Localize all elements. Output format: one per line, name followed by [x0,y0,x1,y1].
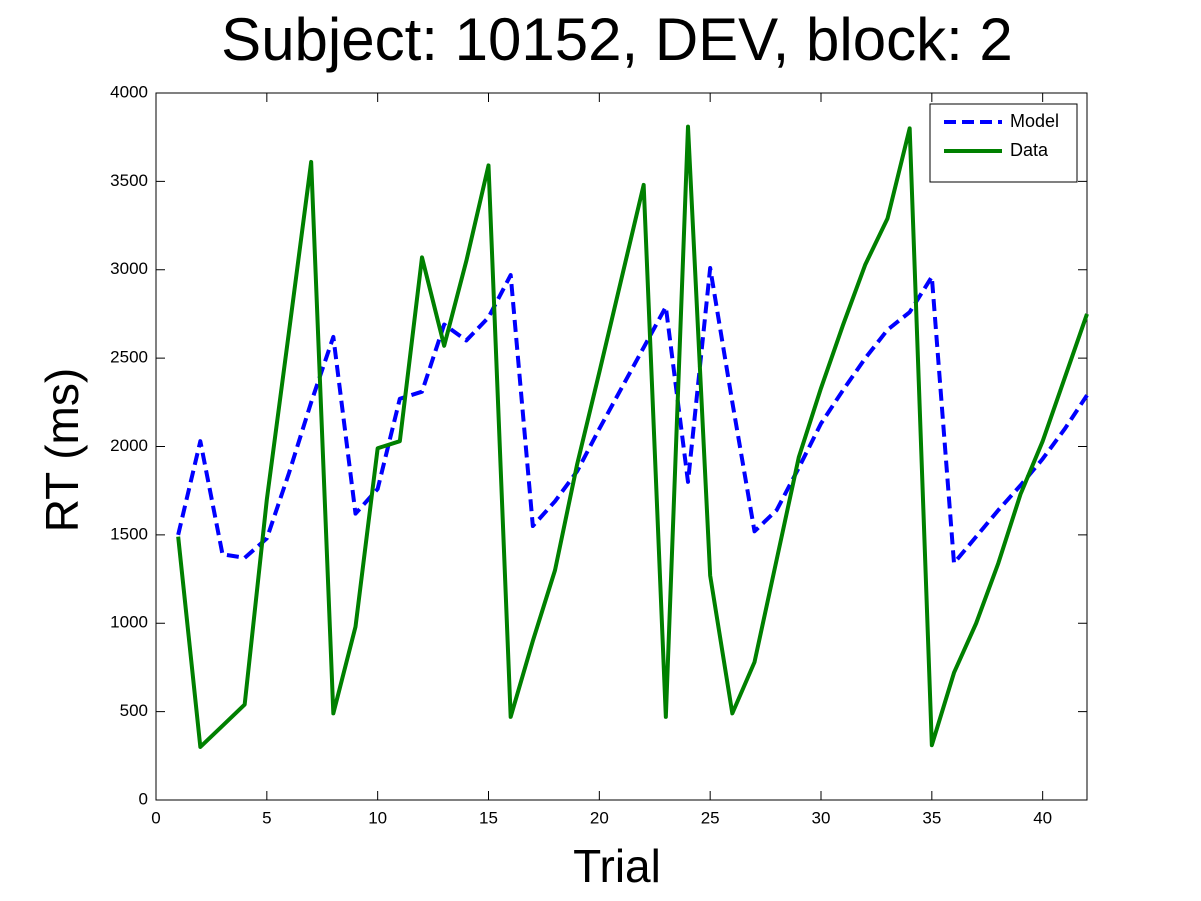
x-tick-label: 30 [812,808,831,827]
x-tick-label: 5 [262,808,271,827]
data-line [176,124,1089,749]
x-tick-label: 20 [590,808,609,827]
y-tick-label: 1500 [110,524,148,543]
y-tick-label: 4000 [110,82,148,101]
y-tick-label: 0 [139,789,148,808]
x-tick-label: 35 [922,808,941,827]
x-tick-label: 40 [1033,808,1052,827]
y-tick-label: 1000 [110,613,148,632]
x-tick-label: 15 [479,808,498,827]
legend-label: Model [1010,111,1059,131]
x-axis-label: Trial [573,840,661,892]
chart-title: Subject: 10152, DEV, block: 2 [221,6,1013,73]
y-tick-label: 2500 [110,348,148,367]
data-line [176,265,1089,566]
legend: Model Data [929,103,1078,183]
y-tick-label: 500 [120,701,148,720]
y-tick-label: 3500 [110,171,148,190]
legend-label: Data [1010,140,1049,160]
y-axis-label: RT (ms) [36,368,88,532]
x-tick-label: 25 [701,808,720,827]
x-tick-label: 10 [368,808,387,827]
y-tick-label: 3000 [110,259,148,278]
legend-box [929,103,1078,183]
y-tick-label: 2000 [110,436,148,455]
x-tick-label: 0 [151,808,160,827]
